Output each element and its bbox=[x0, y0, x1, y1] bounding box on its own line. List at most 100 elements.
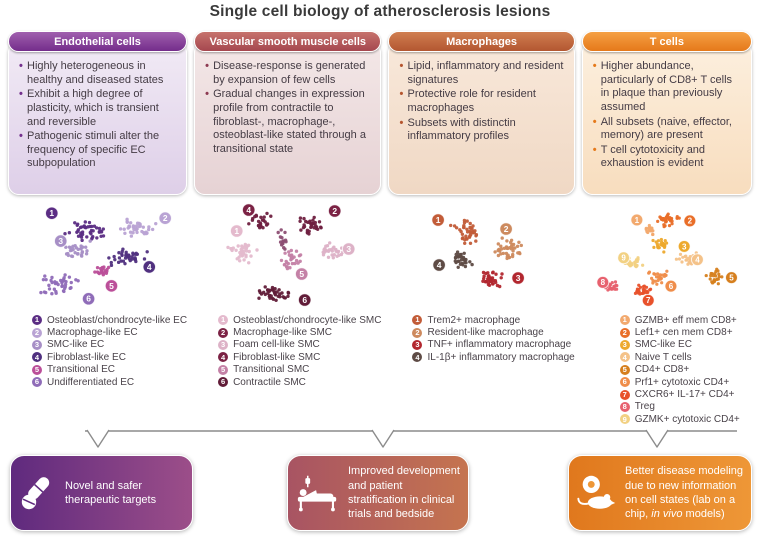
cluster-badge: 2 bbox=[158, 211, 172, 225]
svg-text:1: 1 bbox=[234, 226, 239, 236]
cluster-badge: 6 bbox=[297, 293, 312, 307]
bullet-item: All subsets (naive, effector, memory) ar… bbox=[593, 116, 743, 143]
cluster-badge: 4 bbox=[432, 258, 447, 272]
hospital-bed-icon bbox=[288, 473, 348, 513]
legend-item: 5 CD4+ CD8+ bbox=[619, 364, 752, 376]
legend-badge: 4 bbox=[32, 352, 42, 363]
flow-connector-arrows bbox=[85, 429, 737, 448]
legend-item: 2 Macrophage-like SMC bbox=[218, 326, 381, 338]
outcome-text-segment: in vivo bbox=[651, 508, 683, 521]
svg-text:5: 5 bbox=[299, 269, 304, 279]
down-arrow bbox=[86, 429, 110, 448]
column-endothelial-cells: Endothelial cells Highly heterogeneous in… bbox=[8, 31, 188, 426]
legend-badge: 4 bbox=[619, 352, 630, 363]
cluster-badge: 7 bbox=[641, 293, 655, 307]
pill-icon bbox=[11, 473, 65, 513]
legend-badge: 3 bbox=[32, 339, 42, 350]
legend-item: 3 Foam cell-like SMC bbox=[218, 339, 381, 351]
outcome-clinical-trials: Improved development and patient stratif… bbox=[287, 455, 469, 531]
summary-panel: Higher abundance, particularly of CD8+ T… bbox=[581, 42, 752, 195]
legend-label: GZMK+ cytotoxic CD4+ bbox=[634, 413, 740, 425]
legend-item: 5 Transitional EC bbox=[32, 364, 187, 376]
header-label: Macrophages bbox=[446, 35, 518, 48]
bullet-item: Subsets with distinctin inflammatory pro… bbox=[399, 117, 565, 144]
figure-title: Single cell biology of atherosclerosis l… bbox=[209, 3, 551, 20]
legend-badge: 8 bbox=[619, 401, 630, 412]
legend-badge: 3 bbox=[619, 339, 630, 350]
legend-vascular-smooth-muscle-cells: 1 Osteoblast/chondrocyte-like SMC 2 Macroph… bbox=[194, 314, 381, 388]
svg-text:5: 5 bbox=[729, 273, 734, 282]
legend-label: CXCR6+ IL-17+ CD4+ bbox=[634, 389, 735, 401]
outcome-therapeutic-targets: Novel and safer therapeutic targets bbox=[10, 455, 193, 531]
cluster-badge: 2 bbox=[327, 204, 342, 218]
svg-text:1: 1 bbox=[634, 216, 639, 225]
svg-text:3: 3 bbox=[346, 244, 351, 254]
cluster-badge: 8 bbox=[596, 275, 609, 289]
cell-type-columns: Endothelial cells Highly heterogeneous in… bbox=[8, 31, 752, 426]
cluster-badge: 6 bbox=[81, 292, 96, 306]
legend-item: 2 Macrophage-like EC bbox=[32, 326, 187, 338]
cluster-badge: 6 bbox=[664, 279, 678, 293]
cluster-badge: 4 bbox=[142, 260, 157, 274]
bullet-item: Highly heterogeneous in healthy and dise… bbox=[19, 60, 178, 87]
cluster-badge: 4 bbox=[690, 253, 704, 267]
legend-label: Macrophage-like EC bbox=[47, 327, 138, 339]
bullet-item: Pathogenic stimuli alter the frequency o… bbox=[19, 130, 178, 171]
legend-item: 1 Osteoblast/chondrocyte-like SMC bbox=[218, 314, 381, 326]
legend-item: 2 Resident-like macrophage bbox=[412, 326, 574, 338]
svg-text:2: 2 bbox=[687, 217, 692, 226]
legend-badge: 1 bbox=[619, 315, 630, 326]
legend-label: Treg bbox=[634, 401, 655, 413]
bullet-item: Protective role for resident macrophages bbox=[399, 88, 565, 115]
summary-panel: Highly heterogeneous in healthy and dise… bbox=[8, 42, 188, 195]
legend-badge: 3 bbox=[412, 339, 423, 350]
outcome-disease-modeling: Better disease modeling due to new infor… bbox=[568, 455, 752, 531]
legend-label: Lef1+ cen mem CD8+ bbox=[634, 327, 733, 339]
legend-item: 4 Naive T cells bbox=[619, 351, 752, 363]
down-arrow bbox=[645, 429, 669, 448]
legend-badge: 6 bbox=[32, 377, 42, 388]
svg-text:4: 4 bbox=[437, 260, 442, 270]
header-label: Endothelial cells bbox=[54, 35, 141, 48]
svg-text:4: 4 bbox=[147, 262, 152, 272]
svg-text:2: 2 bbox=[332, 206, 337, 216]
legend-label: Fibroblast-like EC bbox=[47, 351, 126, 363]
umap-plot-macrophages: 1 2 3 4 bbox=[431, 213, 526, 289]
legend-badge: 9 bbox=[619, 414, 630, 425]
legend-label: Naive T cells bbox=[634, 351, 692, 363]
legend-item: 5 Transitional SMC bbox=[218, 364, 381, 376]
legend-badge: 6 bbox=[619, 377, 630, 388]
cluster-badge: 1 bbox=[630, 213, 644, 227]
bullet-list: Lipid, inflammatory and resident signatu… bbox=[398, 60, 566, 144]
legend-label: Macrophage-like SMC bbox=[233, 327, 333, 339]
cluster-badge: 3 bbox=[677, 239, 691, 253]
outcome-text-segment: Better disease modeling due to new infor… bbox=[625, 465, 744, 521]
legend-label: CD4+ CD8+ bbox=[634, 364, 690, 376]
header-t-cells: T cells bbox=[581, 31, 752, 52]
header-vascular-smooth-muscle-cells: Vascular smooth muscle cells bbox=[194, 31, 382, 52]
outcome-text-segment: Improved development and patient stratif… bbox=[348, 465, 460, 521]
legend-item: 8 Treg bbox=[619, 401, 752, 413]
legend-badge: 5 bbox=[619, 364, 630, 375]
svg-text:3: 3 bbox=[58, 236, 63, 246]
legend-macrophages: 1 Trem2+ macrophage 2 Resident-like macroph… bbox=[388, 314, 575, 364]
summary-panel: Disease-response is generated by expansi… bbox=[194, 42, 382, 195]
svg-text:2: 2 bbox=[163, 213, 168, 223]
cluster-badge: 3 bbox=[53, 234, 68, 248]
legend-label: Contractile SMC bbox=[233, 376, 306, 388]
legend-label: Osteoblast/chondrocyte-like SMC bbox=[233, 314, 382, 326]
svg-text:4: 4 bbox=[246, 205, 251, 215]
down-arrow bbox=[371, 429, 395, 448]
legend-badge: 4 bbox=[412, 352, 423, 363]
umap-plot-t-cells: 1 2 3 9 4 5 8 6 7 bbox=[596, 212, 738, 307]
legend-label: SMC-like EC bbox=[634, 339, 692, 351]
legend-label: TNF+ inflammatory macrophage bbox=[427, 339, 572, 351]
legend-label: Foam cell-like SMC bbox=[233, 339, 320, 351]
legend-item: 4 Fibroblast-like SMC bbox=[218, 351, 381, 363]
summary-panel: Lipid, inflammatory and resident signatu… bbox=[388, 42, 575, 195]
legend-item: 1 Trem2+ macrophage bbox=[412, 314, 574, 326]
legend-item: 1 GZMB+ eff mem CD8+ bbox=[619, 314, 752, 326]
svg-text:3: 3 bbox=[516, 273, 521, 283]
legend-item: 3 SMC-like EC bbox=[619, 339, 752, 351]
